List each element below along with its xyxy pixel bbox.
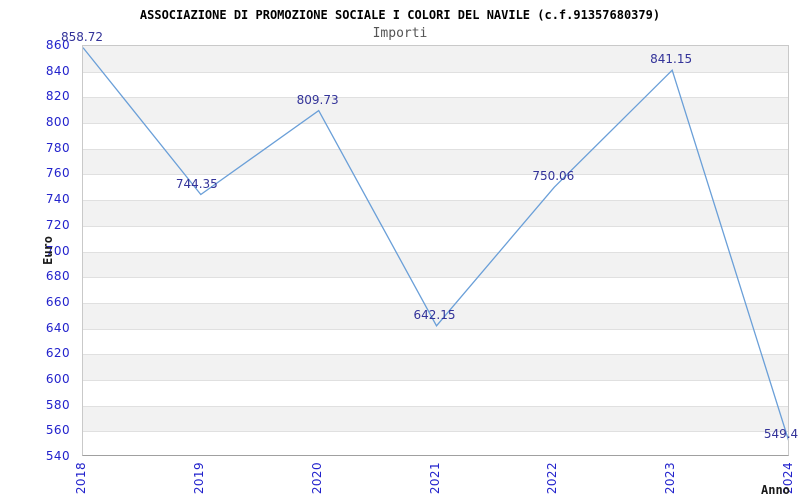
data-point-label: 841.15	[650, 52, 693, 67]
x-tick-label: 2021	[427, 462, 442, 495]
plot-band	[83, 97, 788, 124]
data-point-label: 549.4	[763, 426, 799, 441]
plot-area	[82, 45, 789, 456]
y-tick-label: 680	[45, 269, 70, 284]
y-tick-label: 720	[45, 217, 70, 232]
plot-band	[83, 46, 788, 72]
data-point-label: 642.15	[413, 307, 456, 322]
data-point-label: 858.72	[61, 29, 103, 44]
y-tick-label: 560	[45, 423, 70, 438]
chart-subtitle: Importi	[372, 26, 428, 41]
y-tick-label: 660	[45, 294, 70, 309]
line-series	[83, 47, 788, 441]
plot-band	[83, 328, 788, 355]
y-tick-label: 820	[45, 89, 70, 104]
x-tick-label: 2020	[309, 462, 324, 495]
plot-band	[83, 225, 788, 252]
data-point-label: 750.06	[532, 169, 575, 184]
y-tick-label: 620	[45, 346, 70, 361]
y-tick-label: 800	[45, 115, 70, 130]
y-tick-label: 760	[45, 166, 70, 181]
y-tick-label: 700	[45, 243, 70, 258]
plot-band	[83, 251, 788, 278]
plot-band	[83, 354, 788, 380]
plot-band	[83, 174, 788, 201]
y-tick-label: 580	[45, 397, 70, 412]
data-point-label: 744.35	[175, 176, 218, 191]
x-axis-title: Anno	[761, 483, 790, 497]
importi-line	[83, 47, 788, 441]
plot-band	[83, 123, 788, 149]
plot-band	[83, 200, 788, 226]
plot-band	[83, 148, 788, 175]
plot-band	[83, 405, 788, 432]
chart-title: ASSOCIAZIONE DI PROMOZIONE SOCIALE I COL…	[139, 8, 661, 22]
x-tick-label: 2023	[663, 462, 678, 495]
y-tick-label: 860	[45, 38, 70, 52]
y-tick-label: 540	[45, 449, 70, 463]
y-tick-label: 600	[45, 371, 70, 386]
x-tick-label: 2018	[74, 462, 88, 495]
y-axis-title: Euro	[41, 236, 55, 265]
plot-band	[83, 71, 788, 98]
plot-band	[83, 277, 788, 303]
plot-band	[83, 379, 788, 406]
data-point-label: 809.73	[296, 92, 339, 107]
y-tick-label: 780	[45, 140, 70, 155]
x-tick-label: 2019	[191, 462, 206, 495]
y-tick-label: 640	[45, 320, 70, 335]
y-tick-label: 840	[45, 63, 70, 78]
plot-band	[83, 431, 788, 455]
x-tick-label: 2022	[545, 462, 560, 495]
y-tick-label: 740	[45, 192, 70, 207]
